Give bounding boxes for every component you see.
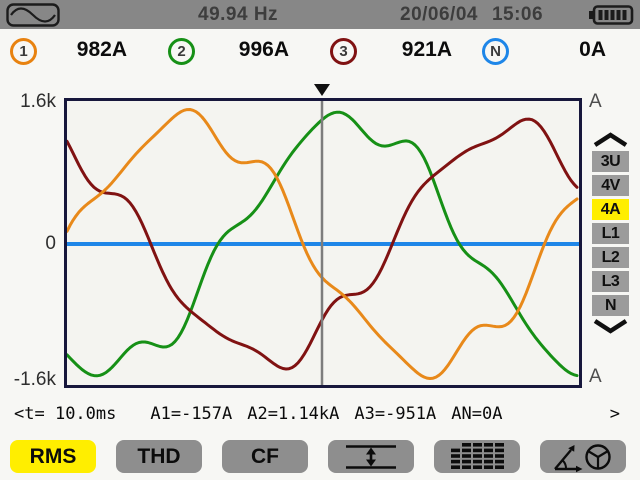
frequency-readout: 49.94 Hz <box>198 4 279 25</box>
channel-1-indicator: 1 <box>10 38 37 65</box>
unit-label-top: A <box>589 91 602 112</box>
cursor-a2-readout: A2=1.14kA <box>247 404 340 424</box>
datetime-readout: 20/06/04 15:06 <box>400 4 580 26</box>
phasor-button[interactable] <box>540 440 626 473</box>
channel-2-indicator: 2 <box>168 38 195 65</box>
side-item-l2[interactable]: L2 <box>592 247 629 268</box>
cursor-time-readout: t= 10.0ms <box>24 404 117 424</box>
top-status-bar: 49.94 Hz 20/06/04 15:06 <box>0 0 640 29</box>
thd-button[interactable]: THD <box>116 440 202 473</box>
cursor-an-readout: AN=0A <box>451 404 503 424</box>
channel-2-value: 996A <box>238 38 289 61</box>
channel-n-value: 0A <box>579 38 606 61</box>
cf-button[interactable]: CF <box>222 440 308 473</box>
y-axis-zero-label: 0 <box>45 233 56 254</box>
harmonics-button[interactable] <box>434 440 520 473</box>
cursor-a1-readout: A1=-157A <box>150 404 233 424</box>
channel-3-indicator: 3 <box>330 38 357 65</box>
battery-icon <box>589 5 634 25</box>
channel-n-indicator: N <box>482 38 509 65</box>
time-cursor-marker[interactable] <box>314 84 330 96</box>
side-item-n[interactable]: N <box>592 295 629 316</box>
cursor-a3-readout: A3=-951A <box>354 404 437 424</box>
side-item-l3[interactable]: L3 <box>592 271 629 292</box>
cursor-status-line: < t= 10.0ms A1=-157A A2=1.14kA A3=-951A … <box>14 403 626 425</box>
harmonics-icon <box>451 442 504 469</box>
cursor-left-arrow[interactable]: < <box>14 404 25 424</box>
waveform-mode-icon <box>6 3 60 27</box>
date-readout: 20/06/04 <box>400 4 478 25</box>
rms-button[interactable]: RMS <box>10 440 96 473</box>
y-axis-max-label: 1.6k <box>20 91 56 112</box>
side-item-4v[interactable]: 4V <box>592 175 629 196</box>
chevron-down-icon[interactable] <box>592 319 629 334</box>
minmax-icon <box>346 444 396 469</box>
minmax-button[interactable] <box>328 440 414 473</box>
function-button-bar: RMS THD CF <box>10 440 630 473</box>
display-mode-menu: 3U 4V 4A L1 L2 L3 N <box>592 132 630 338</box>
side-item-4a[interactable]: 4A <box>592 199 629 220</box>
side-item-l1[interactable]: L1 <box>592 223 629 244</box>
y-axis-min-label: -1.6k <box>13 369 56 390</box>
chevron-up-icon[interactable] <box>592 132 629 147</box>
side-item-3u[interactable]: 3U <box>592 151 629 172</box>
channel-1-value: 982A <box>76 38 127 61</box>
cursor-right-arrow[interactable]: > <box>609 404 620 424</box>
phasor-icon <box>554 443 611 472</box>
waveform-plot <box>64 98 582 388</box>
channel-3-value: 921A <box>401 38 452 61</box>
unit-label-bottom: A <box>589 366 602 387</box>
time-readout: 15:06 <box>491 4 544 25</box>
channel-readout-row: 1 982A 2 996A 3 921A N 0A <box>0 30 640 72</box>
